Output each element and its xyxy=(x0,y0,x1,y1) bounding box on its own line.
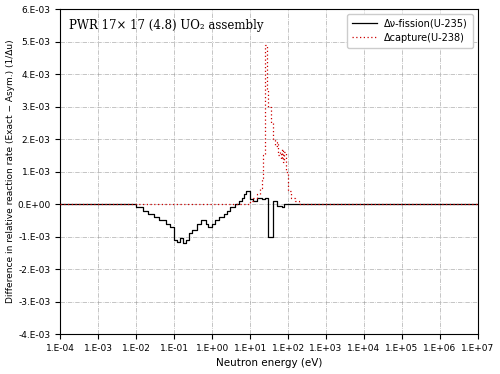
Text: PWR 17× 17 (4.8) UO₂ assembly: PWR 17× 17 (4.8) UO₂ assembly xyxy=(68,19,263,32)
Line: Δcapture(U-238): Δcapture(U-238) xyxy=(60,45,478,204)
Δν-fission(U-235) xyxy=(152,212,158,216)
Y-axis label: Difference in relative reaction rate (Exact − Asym.) (1/Δu): Difference in relative reaction rate (Ex… xyxy=(6,40,15,303)
Δcapture(U-238) xyxy=(276,153,282,157)
Δν-fission(U-235) xyxy=(180,241,186,245)
Δν-fission(U-235) xyxy=(168,221,173,226)
Δcapture(U-238) xyxy=(262,43,268,47)
X-axis label: Neutron energy (eV): Neutron energy (eV) xyxy=(216,358,322,368)
Δcapture(U-238) xyxy=(260,153,266,157)
Δcapture(U-238) xyxy=(475,202,481,206)
Δcapture(U-238) xyxy=(250,195,256,200)
Δcapture(U-238) xyxy=(250,199,256,203)
Δcapture(U-238) xyxy=(276,150,282,154)
Δcapture(U-238) xyxy=(58,202,64,206)
Δν-fission(U-235) xyxy=(282,205,288,209)
Δν-fission(U-235) xyxy=(244,189,250,193)
Δν-fission(U-235) xyxy=(475,202,481,206)
Legend: Δν-fission(U-235), Δcapture(U-238): Δν-fission(U-235), Δcapture(U-238) xyxy=(348,14,473,47)
Δν-fission(U-235) xyxy=(296,202,302,206)
Δν-fission(U-235) xyxy=(303,202,309,206)
Line: Δν-fission(U-235): Δν-fission(U-235) xyxy=(60,191,478,243)
Δν-fission(U-235) xyxy=(58,202,64,206)
Δν-fission(U-235) xyxy=(224,212,230,216)
Δcapture(U-238) xyxy=(361,202,367,206)
